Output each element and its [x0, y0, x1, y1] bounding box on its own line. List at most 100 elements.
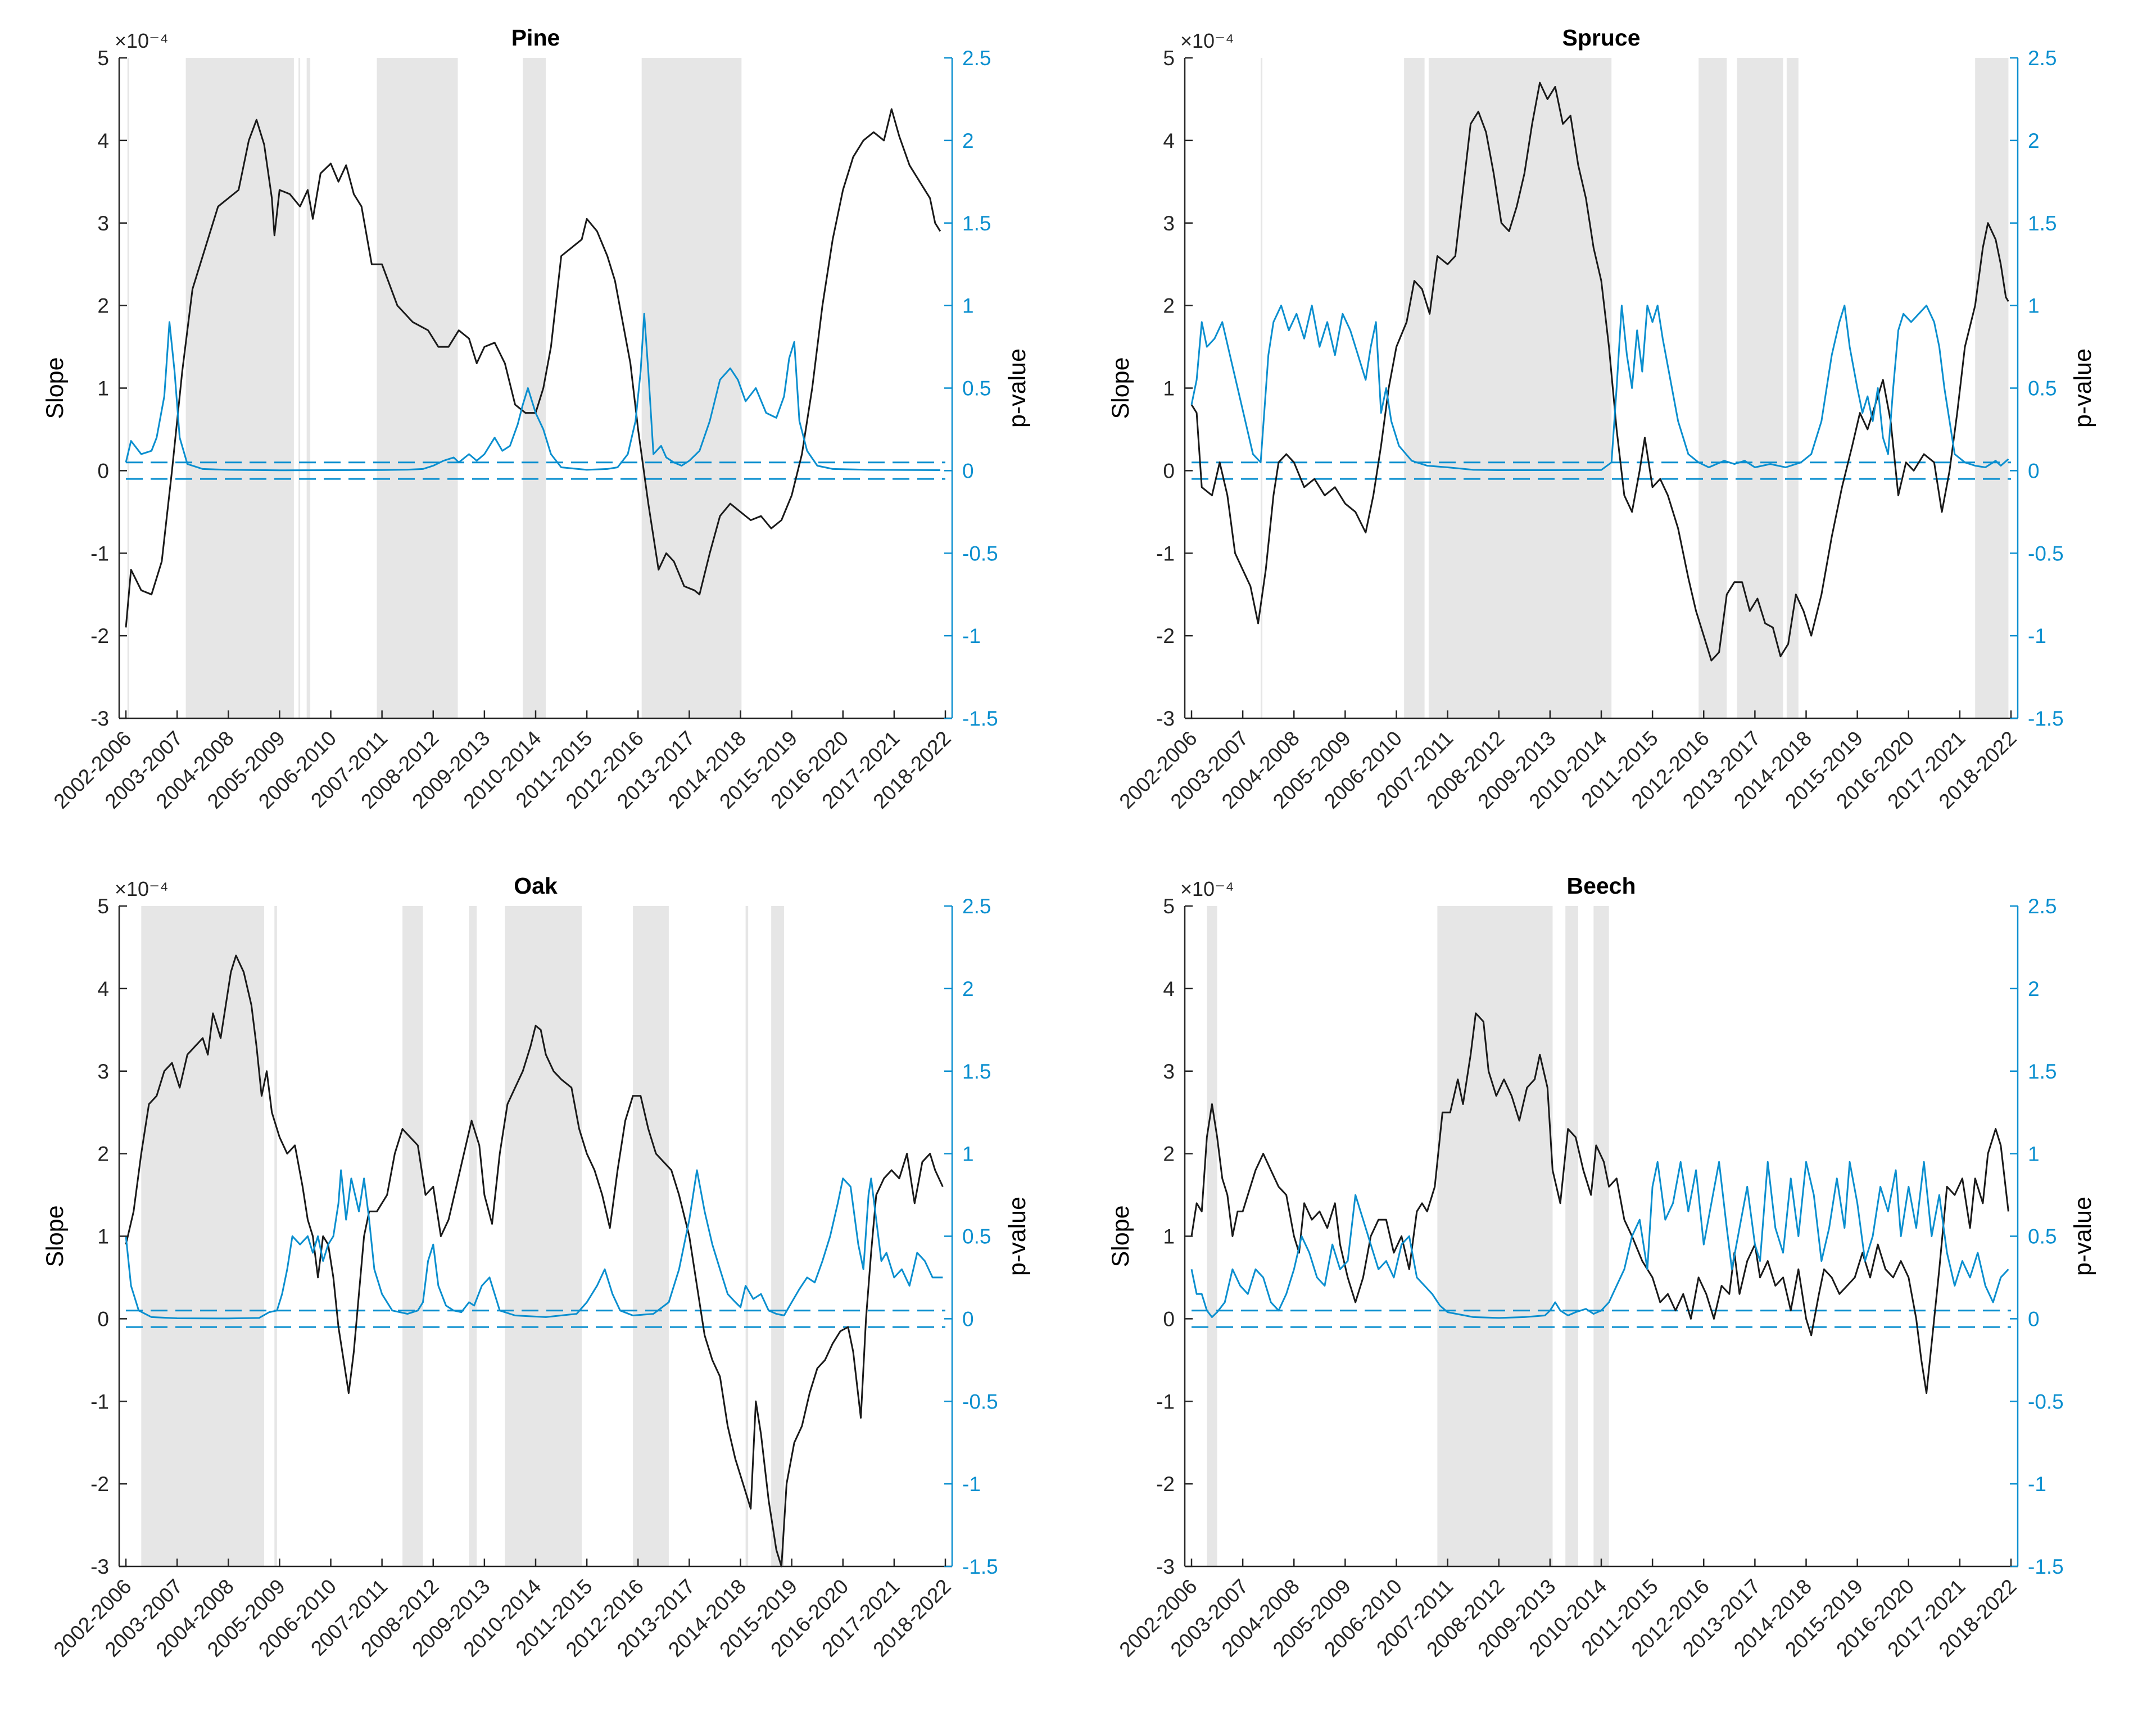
slope-line: [125, 954, 944, 1568]
left-tick-label: 5: [97, 895, 109, 918]
left-tick-label: 4: [1163, 977, 1175, 1000]
left-tick-label: 1: [1163, 377, 1175, 400]
chart-title: Beech: [1566, 873, 1636, 899]
exponent-label: ×10⁻⁴: [115, 877, 169, 900]
significance-shade: [1437, 906, 1553, 1566]
left-tick-label: -3: [90, 1555, 109, 1578]
significance-shade: [306, 58, 311, 718]
left-tick-label: 3: [1163, 1060, 1175, 1083]
y-axis-label: Slope: [42, 1206, 69, 1267]
right-tick-label: 2: [2028, 129, 2040, 152]
left-tick-label: 0: [1163, 1307, 1175, 1330]
right-tick-label: 0: [2028, 1307, 2040, 1330]
chart-title: Pine: [511, 25, 560, 51]
left-tick-label: -2: [1156, 624, 1175, 647]
y-axis-label: Slope: [1107, 1206, 1134, 1267]
left-tick-label: 2: [1163, 1143, 1175, 1166]
right-tick-label: -1: [2028, 624, 2046, 647]
left-tick-label: 2: [1163, 295, 1175, 318]
significance-shade: [298, 58, 301, 718]
pvalue-line: [125, 312, 940, 472]
left-tick-label: -2: [90, 624, 109, 647]
right-tick-label: -1.5: [2028, 1555, 2064, 1578]
significance-shade: [1698, 58, 1727, 718]
panel-oak: -3-2-1012345-1.5-1-0.500.511.522.52002-2…: [42, 873, 1031, 1661]
right-tick-label: 0.5: [962, 377, 991, 400]
significance-shade: [505, 906, 582, 1566]
panel-pine: -3-2-1012345-1.5-1-0.500.511.522.52002-2…: [42, 25, 1031, 813]
left-tick-label: -3: [1156, 1555, 1175, 1578]
left-tick-label: -3: [90, 707, 109, 730]
right-tick-label: 0.5: [2028, 1225, 2057, 1248]
significance-shade: [469, 906, 477, 1566]
significance-shade: [1737, 58, 1783, 718]
significance-shade: [141, 906, 265, 1566]
significance-shade: [633, 906, 669, 1566]
left-tick-label: 2: [97, 1143, 109, 1166]
y2-axis-label: p-value: [2069, 1197, 2096, 1276]
right-tick-label: -0.5: [2028, 542, 2064, 565]
pvalue-line: [1190, 1161, 2009, 1319]
chart-title: Oak: [514, 873, 558, 899]
left-tick-label: -3: [1156, 707, 1175, 730]
left-tick-label: 3: [97, 212, 109, 235]
right-tick-label: 2: [2028, 977, 2040, 1000]
left-tick-label: 1: [97, 1225, 109, 1248]
significance-shade: [1404, 58, 1425, 718]
significance-shade: [1593, 906, 1609, 1566]
right-tick-label: 2.5: [962, 47, 991, 70]
right-tick-label: 0: [2028, 459, 2040, 482]
right-tick-label: 1.5: [962, 212, 991, 235]
right-tick-label: -1.5: [962, 707, 998, 730]
slope-line: [125, 108, 941, 628]
significance-shade: [1975, 58, 2009, 718]
right-tick-label: 1.5: [2028, 1060, 2057, 1083]
significance-shade: [1428, 58, 1612, 718]
right-tick-label: -1.5: [2028, 707, 2064, 730]
left-tick-label: -2: [90, 1473, 109, 1496]
exponent-label: ×10⁻⁴: [1180, 29, 1234, 52]
significance-shade: [185, 58, 294, 718]
exponent-label: ×10⁻⁴: [115, 29, 169, 52]
significance-shade: [641, 58, 742, 718]
pvalue-line: [125, 1169, 943, 1320]
significance-shade: [377, 58, 458, 718]
left-tick-label: -1: [1156, 542, 1175, 565]
right-tick-label: 1: [962, 1143, 974, 1166]
left-tick-label: 3: [97, 1060, 109, 1083]
significance-shade: [1207, 906, 1217, 1566]
left-tick-label: 2: [97, 295, 109, 318]
right-tick-label: -1.5: [962, 1555, 998, 1578]
right-tick-label: -1: [962, 1473, 981, 1496]
right-tick-label: 1: [2028, 295, 2040, 318]
significance-shade: [274, 906, 277, 1566]
significance-shade: [1261, 58, 1263, 718]
chart-title: Spruce: [1562, 25, 1641, 51]
right-tick-label: 2.5: [962, 895, 991, 918]
right-tick-label: 1: [962, 295, 974, 318]
y2-axis-label: p-value: [1004, 348, 1031, 428]
right-tick-label: 0.5: [962, 1225, 991, 1248]
significance-shade: [1786, 58, 1799, 718]
right-tick-label: 2.5: [2028, 895, 2057, 918]
left-tick-label: 5: [1163, 47, 1175, 70]
significance-shade: [402, 906, 423, 1566]
left-tick-label: 5: [1163, 895, 1175, 918]
left-tick-label: 4: [97, 129, 109, 152]
right-tick-label: 1: [2028, 1143, 2040, 1166]
significance-shade: [771, 906, 784, 1566]
left-tick-label: -2: [1156, 1473, 1175, 1496]
exponent-label: ×10⁻⁴: [1180, 877, 1234, 900]
left-tick-label: 0: [97, 1307, 109, 1330]
right-tick-label: 2: [962, 129, 974, 152]
left-tick-label: -1: [1156, 1390, 1175, 1413]
right-tick-label: 2: [962, 977, 974, 1000]
significance-shade: [127, 58, 129, 718]
left-tick-label: 5: [97, 47, 109, 70]
significance-shade: [523, 58, 546, 718]
left-tick-label: 1: [1163, 1225, 1175, 1248]
panel-beech: -3-2-1012345-1.5-1-0.500.511.522.52002-2…: [1107, 873, 2096, 1661]
y-axis-label: Slope: [1107, 357, 1134, 419]
left-tick-label: 4: [1163, 129, 1175, 152]
